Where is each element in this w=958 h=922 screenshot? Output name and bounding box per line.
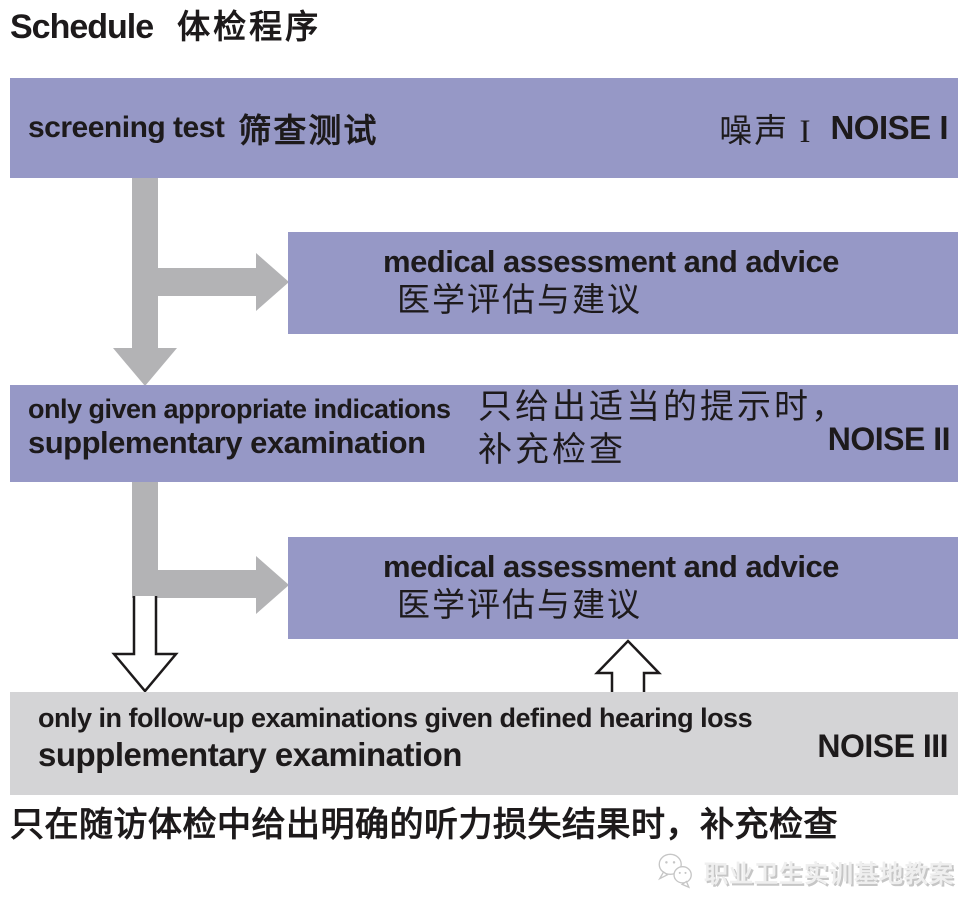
noise3-label: NOISE III	[817, 728, 948, 764]
arrow-down-1-head	[113, 348, 177, 386]
arrow-right-2-head	[256, 556, 289, 614]
page-title-zh: 体检程序	[177, 10, 322, 46]
arrow-right-1-head	[256, 253, 289, 311]
arrow-right-2-arm	[132, 570, 256, 598]
watermark: 职业卫生实训基地教案	[654, 850, 954, 892]
noise3-note-zh: 只在随访体检中给出明确的听力损失结果时，补充检查	[10, 807, 838, 844]
noise1-labels: 噪声 I NOISE I	[719, 104, 948, 152]
medical-assessment-2-en: medical assessment and advice	[383, 549, 839, 585]
screening-test-labels: screening test 筛查测试	[28, 104, 378, 152]
page-title: Schedule 体检程序	[10, 0, 321, 48]
noise1-label-zh: 噪声 I	[719, 114, 813, 150]
medical-assessment-1-zh: 医学评估与建议	[397, 283, 642, 320]
noise2-exam-zh: 补充检查	[478, 432, 626, 470]
screening-test-box: screening test 筛查测试 噪声 I NOISE I	[10, 78, 958, 178]
noise3-condition-en: only in follow-up examinations given def…	[38, 703, 753, 733]
noise1-label-en: NOISE I	[830, 109, 948, 146]
page-title-en: Schedule	[10, 8, 154, 46]
screening-test-zh: 筛查测试	[238, 114, 379, 150]
medical-assessment-2-zh: 医学评估与建议	[397, 588, 642, 625]
chat-bubbles-icon	[658, 853, 692, 889]
medical-assessment-box-1: medical assessment and advice 医学评估与建议	[288, 232, 958, 334]
medical-assessment-box-2: medical assessment and advice 医学评估与建议	[288, 537, 958, 639]
watermark-text: 职业卫生实训基地教案	[704, 861, 954, 888]
noise2-en-block: only given appropriate indications suppl…	[28, 394, 451, 461]
noise3-exam-en: supplementary examination	[38, 736, 462, 774]
noise2-box: only given appropriate indications suppl…	[10, 385, 958, 482]
arrow-right-1-arm	[132, 268, 256, 296]
arrow-hollow-up	[594, 639, 662, 696]
medical-assessment-1-en: medical assessment and advice	[383, 244, 839, 280]
noise2-label: NOISE II	[827, 421, 951, 457]
noise2-exam-en: supplementary examination	[28, 425, 426, 461]
noise2-condition-zh: 只给出适当的提示时，	[478, 389, 848, 426]
noise2-zh-block: 只给出适当的提示时， 补充检查	[478, 386, 848, 472]
screening-test-en: screening test	[28, 111, 225, 144]
noise2-condition-en: only given appropriate indications	[28, 394, 451, 424]
arrow-hollow-down	[111, 596, 179, 693]
arrow-down-1-shaft	[132, 177, 158, 348]
noise3-box: only in follow-up examinations given def…	[10, 692, 958, 795]
